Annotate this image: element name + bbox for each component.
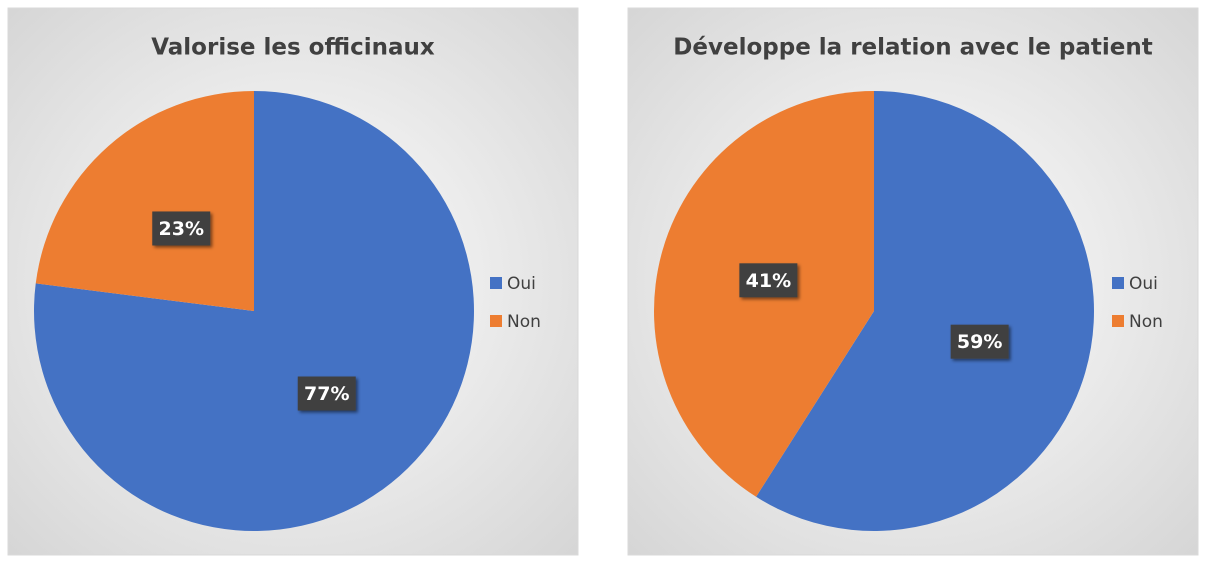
data-label: 41% (746, 270, 791, 292)
pie-slice (756, 91, 1094, 532)
data-label-box (739, 263, 798, 298)
legend-swatch (1112, 277, 1124, 289)
pie-slice (35, 91, 254, 311)
chart-title: Développe la relation avec le patient (673, 35, 1152, 61)
data-label-box (297, 376, 356, 411)
data-label-box (152, 211, 211, 246)
legend-label: Oui (507, 274, 536, 294)
legend-label: Oui (1129, 274, 1158, 294)
legend-swatch (490, 315, 502, 327)
legend-swatch (490, 277, 502, 289)
data-label: 23% (159, 218, 204, 240)
legend-label: Non (1129, 312, 1163, 332)
data-label: 77% (304, 383, 349, 405)
pie-slice (34, 91, 475, 531)
legend-swatch (1112, 315, 1124, 327)
data-label-box (950, 324, 1009, 359)
data-label: 59% (957, 331, 1002, 353)
legend-label: Non (507, 312, 541, 332)
chart-title: Valorise les officinaux (151, 35, 435, 61)
